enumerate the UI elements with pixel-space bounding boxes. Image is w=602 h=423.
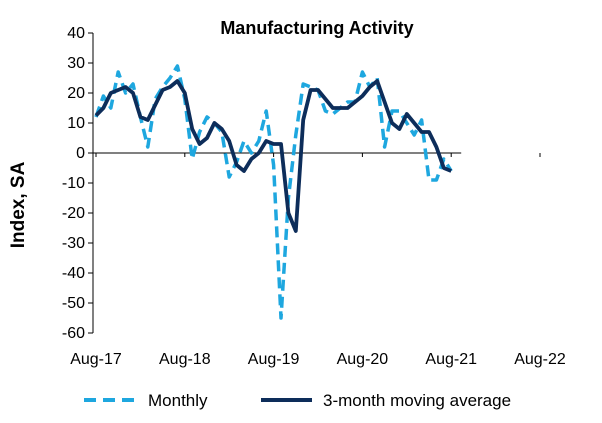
y-tick-label: 10	[67, 115, 85, 132]
y-tick-label: 20	[67, 85, 85, 102]
x-tick-label: Aug-20	[337, 351, 389, 368]
legend: Monthly 3-month moving average	[84, 391, 511, 410]
x-axis: Aug-17 Aug-18 Aug-19 Aug-20 Aug-21 Aug-22	[70, 153, 566, 368]
y-axis: 40 30 20 10 0 -10 -20 -30 -40 -50 -60	[62, 25, 93, 342]
y-tick-label: -40	[62, 265, 85, 282]
series-line-3-month-moving-average	[94, 79, 452, 233]
y-tick-label: -50	[62, 295, 85, 312]
y-tick-label: -20	[62, 205, 85, 222]
y-tick-label: -10	[62, 175, 85, 192]
x-tick-label: Aug-21	[425, 351, 477, 368]
x-tick-label: Aug-17	[70, 351, 122, 368]
y-tick-label: -30	[62, 235, 85, 252]
plot-area: 40 30 20 10 0 -10 -20 -30 -40 -50 -60 Aug-17 Aug-18…	[62, 25, 566, 368]
legend-label-3-month-moving-average: 3-month moving average	[323, 391, 511, 410]
y-tick-label: 0	[76, 145, 85, 162]
y-tick-label: 30	[67, 55, 85, 72]
series-line-monthly	[94, 64, 453, 320]
chart-title: Manufacturing Activity	[220, 18, 413, 38]
x-tick-label: Aug-19	[248, 351, 300, 368]
y-axis-label: Index, SA	[8, 161, 29, 248]
legend-label-monthly: Monthly	[148, 391, 208, 410]
y-tick-label: -60	[62, 325, 85, 342]
x-tick-label: Aug-18	[159, 351, 211, 368]
series-group	[94, 64, 453, 320]
x-tick-label: Aug-22	[514, 351, 566, 368]
y-tick-label: 40	[67, 25, 85, 42]
